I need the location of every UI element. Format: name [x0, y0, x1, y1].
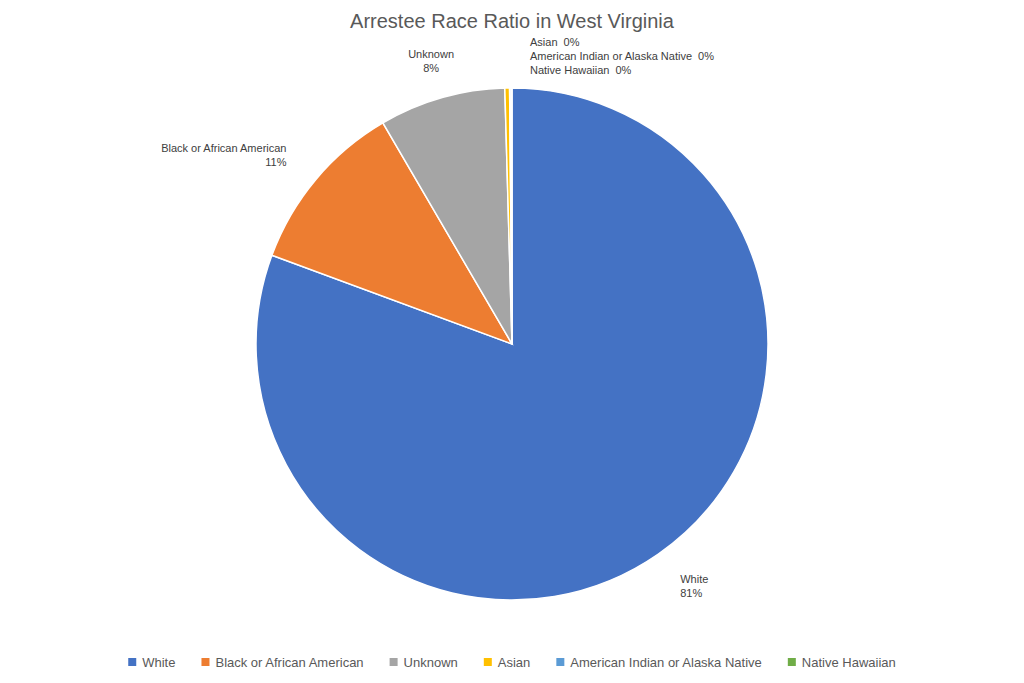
data-label-value: 11% [265, 156, 286, 168]
data-label-name: Unknown [408, 48, 454, 60]
legend-item: White [128, 655, 175, 670]
legend-label: Black or African American [215, 655, 363, 670]
data-label-value: 81% [680, 587, 702, 599]
data-label-name: Black or African American [161, 142, 286, 154]
legend-label: Unknown [404, 655, 458, 670]
legend-swatch [201, 658, 209, 666]
data-labels: White 81% Black or African American 11% Unkn… [161, 36, 714, 599]
slice [256, 88, 768, 600]
legend-swatch [390, 658, 398, 666]
data-label-name: American Indian or Alaska Native [530, 50, 692, 62]
legend-item: Asian [484, 655, 531, 670]
data-label: American Indian or Alaska Native 0% [530, 50, 714, 62]
data-label-name: Asian [530, 36, 558, 48]
slice [510, 88, 512, 344]
data-label-value: 0% [615, 64, 631, 76]
slice [383, 88, 512, 344]
legend-label: Native Hawaiian [802, 655, 896, 670]
legend-item: Black or African American [201, 655, 363, 670]
data-label-name: Native Hawaiian [530, 64, 609, 76]
chart-root: Arrestee Race Ratio in West Virginia Whit… [0, 0, 1024, 683]
slices [256, 88, 768, 600]
data-label: Asian 0% [530, 36, 580, 48]
legend-item: Native Hawaiian [788, 655, 896, 670]
slice [510, 88, 512, 344]
data-label-name: White [680, 573, 708, 585]
legend-swatch [128, 658, 136, 666]
legend-label: Asian [498, 655, 531, 670]
legend-swatch [484, 658, 492, 666]
title: Arrestee Race Ratio in West Virginia [350, 10, 675, 32]
data-label: Native Hawaiian 0% [530, 64, 632, 76]
slice [505, 88, 512, 344]
background [0, 0, 1024, 683]
data-label-value: 8% [423, 62, 439, 74]
data-label-value: 0% [698, 50, 714, 62]
legend: White Black or African American Unknown Asi… [128, 655, 896, 670]
legend-item: Unknown [390, 655, 458, 670]
legend-item: American Indian or Alaska Native [556, 655, 761, 670]
data-label-value: 0% [564, 36, 580, 48]
legend-label: American Indian or Alaska Native [570, 655, 761, 670]
legend-label: White [142, 655, 175, 670]
legend-swatch [556, 658, 564, 666]
legend-swatch [788, 658, 796, 666]
